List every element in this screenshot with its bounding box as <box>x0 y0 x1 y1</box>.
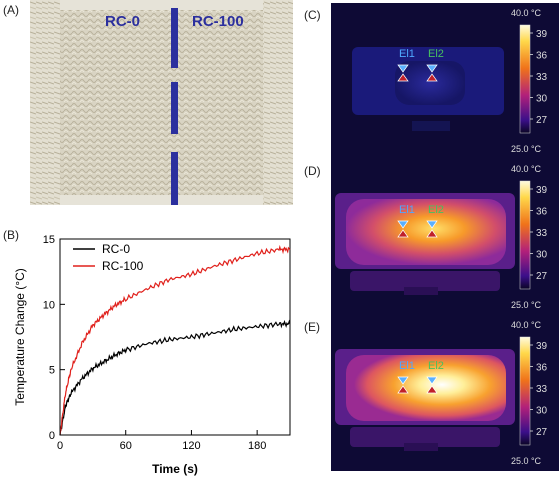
label-rc0: RC-0 <box>105 13 140 30</box>
scale-max-label: 40.0 °C <box>511 164 542 174</box>
x-tick-label: 120 <box>182 440 200 452</box>
scale-tick-label: 30 <box>536 250 548 261</box>
panel-label-c: (C) <box>304 8 321 22</box>
y-tick-label: 10 <box>43 299 55 311</box>
series-line-rc-100 <box>59 244 291 436</box>
stand-shape <box>350 271 500 291</box>
y-tick-label: 0 <box>49 430 55 442</box>
marker-label-el2: El2 <box>428 204 444 216</box>
scale-tick-label: 27 <box>536 427 548 438</box>
heat-spot <box>346 199 506 265</box>
scale-tick-label: 33 <box>536 72 548 83</box>
axis-layer: 0 60 120 180 0 5 10 15 <box>43 234 267 452</box>
scale-tick-label: 39 <box>536 29 548 40</box>
color-scale-bar <box>519 24 531 134</box>
stand-base <box>404 287 438 295</box>
legend-label-rc100: RC-100 <box>102 259 144 273</box>
legend-label-rc0: RC-0 <box>102 242 130 256</box>
panel-label-b: (B) <box>3 228 19 242</box>
legend: RC-0 RC-100 <box>73 242 144 273</box>
marker-up-icon <box>397 73 409 82</box>
heat-spot <box>395 61 465 105</box>
marker-up-icon <box>426 229 438 238</box>
scale-max-label: 40.0 °C <box>511 320 542 330</box>
marker-label-el2: El2 <box>428 360 444 372</box>
line-chart: 0 60 120 180 0 5 10 15 RC-0 RC-100 Time (s) Tem… <box>13 234 291 476</box>
color-scale-bar <box>519 180 531 290</box>
marker-up-icon <box>426 385 438 394</box>
scale-min-label: 25.0 °C <box>511 144 542 154</box>
marker-label-el2: El2 <box>428 48 444 60</box>
scale-min-label: 25.0 °C <box>511 456 542 466</box>
marker-up-icon <box>397 385 409 394</box>
scale-tick-label: 36 <box>536 363 548 374</box>
thermal-panel: El1 El2 40.0 °C 25.0 °C 39 36 33 30 27 <box>331 159 559 315</box>
scale-max-label: 40.0 °C <box>511 8 542 18</box>
series-layer <box>59 244 291 436</box>
scale-tick-label: 27 <box>536 271 548 282</box>
thermal-panel: El1 El2 40.0 °C 25.0 °C 39 36 33 30 27 <box>331 3 559 159</box>
scale-tick-label: 30 <box>536 94 548 105</box>
marker-label-el1: El1 <box>399 204 415 216</box>
divider-line <box>171 8 178 205</box>
scale-tick-label: 36 <box>536 207 548 218</box>
y-tick-label: 15 <box>43 234 55 246</box>
panel-label-e: (E) <box>304 320 320 334</box>
scale-tick-label: 27 <box>536 115 548 126</box>
stand-shape <box>412 121 450 131</box>
marker-up-icon <box>397 229 409 238</box>
marker-up-icon <box>426 73 438 82</box>
fabric-photo: RC-0 RC-100 <box>30 0 293 205</box>
marker-down-icon <box>397 64 409 73</box>
label-rc100: RC-100 <box>192 13 244 30</box>
marker-down-icon <box>397 220 409 229</box>
heat-spot <box>346 355 506 421</box>
scale-tick-label: 30 <box>536 406 548 417</box>
marker-down-icon <box>426 64 438 73</box>
panel-label-d: (D) <box>304 164 321 178</box>
marker-down-icon <box>397 376 409 385</box>
scale-tick-label: 36 <box>536 51 548 62</box>
marker-down-icon <box>426 376 438 385</box>
marker-label-el1: El1 <box>399 360 415 372</box>
x-tick-label: 180 <box>248 440 266 452</box>
scale-tick-label: 39 <box>536 341 548 352</box>
marker-label-el1: El1 <box>399 48 415 60</box>
thermal-panel: El1 El2 40.0 °C 25.0 °C 39 36 33 30 27 <box>331 315 559 471</box>
y-tick-label: 5 <box>49 365 55 377</box>
color-scale-bar <box>519 336 531 446</box>
marker-down-icon <box>426 220 438 229</box>
plot-frame <box>59 238 291 436</box>
panel-label-a: (A) <box>3 3 19 17</box>
stand-base <box>404 443 438 451</box>
scale-min-label: 25.0 °C <box>511 300 542 310</box>
thermal-images: El1 El2 40.0 °C 25.0 °C 39 36 33 30 27 El1 El2 40.0… <box>331 3 559 471</box>
x-tick-label: 60 <box>120 440 132 452</box>
series-line-rc-0 <box>59 319 291 436</box>
x-tick-label: 0 <box>57 440 63 452</box>
scale-tick-label: 33 <box>536 384 548 395</box>
scale-tick-label: 33 <box>536 228 548 239</box>
stand-shape <box>350 427 500 447</box>
y-axis-label: Temperature Change (°C) <box>13 268 27 406</box>
scale-tick-label: 39 <box>536 185 548 196</box>
x-axis-label: Time (s) <box>152 462 198 476</box>
